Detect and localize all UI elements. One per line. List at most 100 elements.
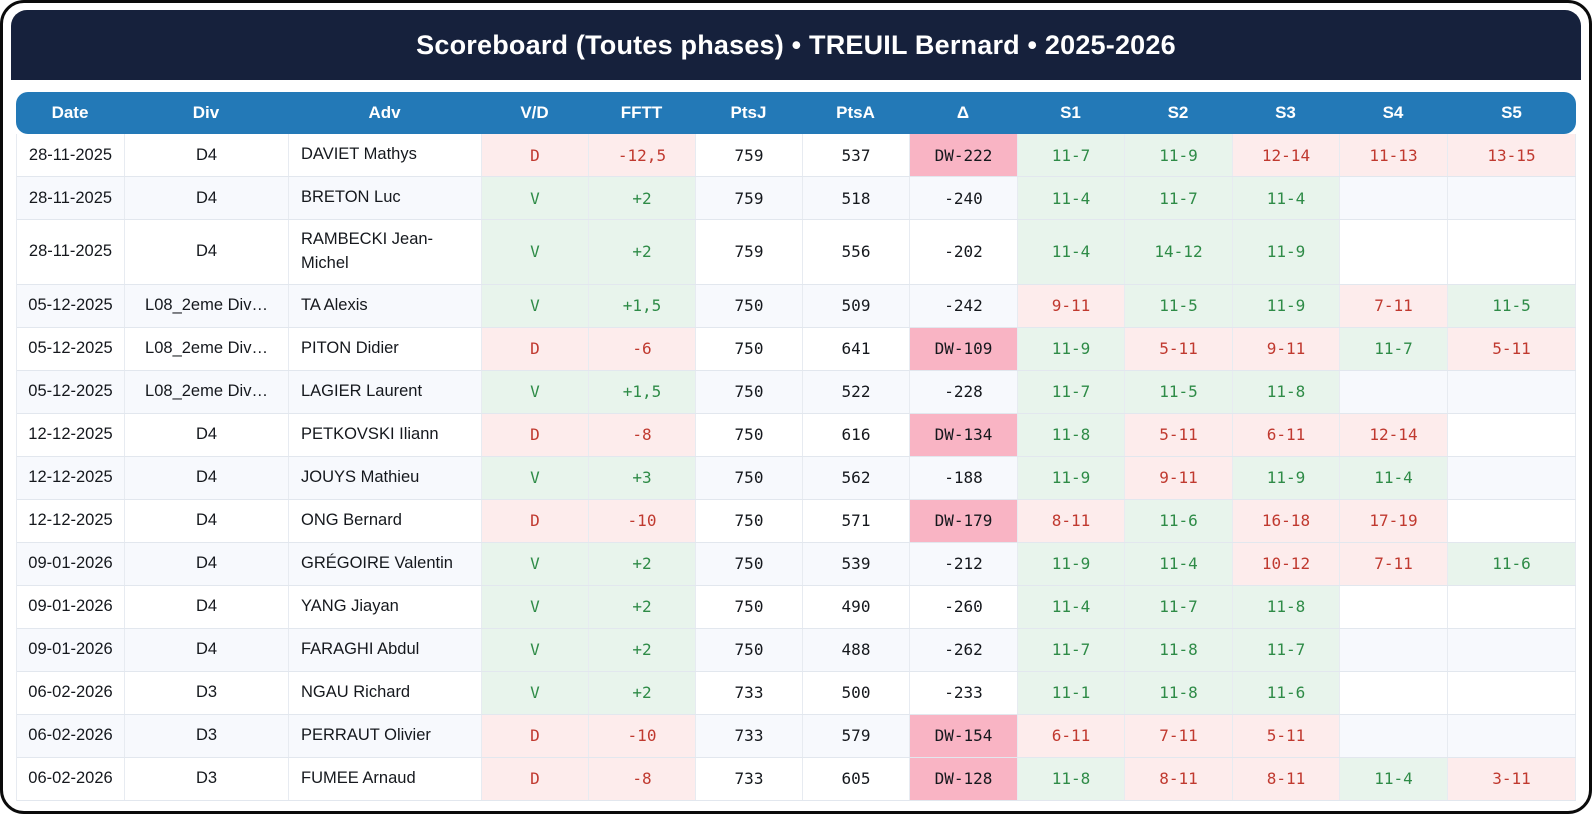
cell-delta: -188 <box>910 456 1018 499</box>
cell-ptsa: 500 <box>803 671 910 714</box>
cell-ptsj: 750 <box>696 628 803 671</box>
cell-adv: TA Alexis <box>289 284 482 327</box>
table-row: 05-12-2025 L08_2eme Div… TA Alexis V +1,5 750… <box>17 284 1576 328</box>
cell-date: 09-01-2026 <box>17 628 125 671</box>
cell-date: 12-12-2025 <box>17 413 125 456</box>
cell-adv: PERRAUT Olivier <box>289 714 482 757</box>
cell-adv: NGAU Richard <box>289 671 482 714</box>
cell-ptsj: 733 <box>696 714 803 757</box>
cell-adv: PITON Didier <box>289 327 482 370</box>
cell-set-4: 7-11 <box>1340 542 1448 585</box>
cell-set-5 <box>1448 177 1576 219</box>
cell-vd: D <box>482 413 589 456</box>
cell-set-3: 5-11 <box>1233 714 1340 757</box>
cell-div: D3 <box>125 757 289 800</box>
cell-set-2: 11-9 <box>1125 134 1233 176</box>
table-row: 05-12-2025 L08_2eme Div… PITON Didier D -6 75… <box>17 327 1576 371</box>
cell-set-2: 11-5 <box>1125 370 1233 413</box>
cell-ptsj: 759 <box>696 134 803 176</box>
cell-set-4: 12-14 <box>1340 413 1448 456</box>
cell-div: D3 <box>125 671 289 714</box>
cell-div: L08_2eme Div… <box>125 370 289 413</box>
cell-vd: D <box>482 134 589 176</box>
cell-set-1: 11-7 <box>1018 134 1125 176</box>
cell-delta: DW-179 <box>910 499 1018 542</box>
cell-set-4 <box>1340 177 1448 219</box>
cell-delta: DW-134 <box>910 413 1018 456</box>
cell-ptsa: 490 <box>803 585 910 628</box>
cell-set-3: 11-9 <box>1233 456 1340 499</box>
cell-ptsj: 750 <box>696 542 803 585</box>
cell-set-5 <box>1448 671 1576 714</box>
cell-date: 06-02-2026 <box>17 757 125 800</box>
cell-delta: -202 <box>910 220 1018 284</box>
cell-div: D4 <box>125 585 289 628</box>
cell-set-2: 5-11 <box>1125 413 1233 456</box>
cell-date: 28-11-2025 <box>17 220 125 284</box>
cell-set-2: 11-6 <box>1125 499 1233 542</box>
title-bar: Scoreboard (Toutes phases) • TREUIL Bern… <box>11 10 1581 80</box>
cell-set-2: 8-11 <box>1125 757 1233 800</box>
cell-set-3: 11-8 <box>1233 370 1340 413</box>
cell-set-5 <box>1448 585 1576 628</box>
cell-ptsj: 750 <box>696 284 803 327</box>
cell-vd: V <box>482 585 589 628</box>
cell-set-4 <box>1340 714 1448 757</box>
cell-set-5: 11-6 <box>1448 542 1576 585</box>
cell-set-3: 8-11 <box>1233 757 1340 800</box>
cell-fftt: -10 <box>589 499 696 542</box>
cell-delta: -233 <box>910 671 1018 714</box>
cell-set-4 <box>1340 628 1448 671</box>
column-header-s2: S2 <box>1167 103 1189 122</box>
table-row: 28-11-2025 D4 BRETON Luc V +2 759 518 -240 11-4 1… <box>17 177 1576 220</box>
cell-set-5 <box>1448 456 1576 499</box>
cell-set-1: 11-7 <box>1018 370 1125 413</box>
cell-set-2: 5-11 <box>1125 327 1233 370</box>
cell-div: D4 <box>125 177 289 219</box>
cell-ptsj: 733 <box>696 757 803 800</box>
cell-set-4 <box>1340 585 1448 628</box>
cell-div: D4 <box>125 628 289 671</box>
cell-set-4: 11-4 <box>1340 757 1448 800</box>
table-body: 28-11-2025 D4 DAVIET Mathys D -12,5 759 537 DW-… <box>16 134 1576 801</box>
cell-set-1: 11-7 <box>1018 628 1125 671</box>
cell-ptsj: 750 <box>696 585 803 628</box>
column-header-s5: S5 <box>1501 103 1522 122</box>
cell-fftt: -6 <box>589 327 696 370</box>
cell-ptsa: 539 <box>803 542 910 585</box>
cell-delta: DW-128 <box>910 757 1018 800</box>
cell-set-1: 11-9 <box>1018 456 1125 499</box>
cell-adv: GRÉGOIRE Valentin <box>289 542 482 585</box>
cell-delta: -262 <box>910 628 1018 671</box>
cell-delta: -212 <box>910 542 1018 585</box>
cell-set-3: 12-14 <box>1233 134 1340 176</box>
cell-div: D3 <box>125 714 289 757</box>
cell-delta: DW-109 <box>910 327 1018 370</box>
column-header-vd: V/D <box>520 103 549 122</box>
cell-ptsa: 562 <box>803 456 910 499</box>
cell-delta: DW-154 <box>910 714 1018 757</box>
cell-set-1: 11-9 <box>1018 542 1125 585</box>
cell-fftt: -8 <box>589 757 696 800</box>
column-header-delta: Δ <box>956 103 970 122</box>
cell-adv: RAMBECKI Jean-Michel <box>289 220 482 284</box>
cell-date: 05-12-2025 <box>17 284 125 327</box>
cell-ptsa: 579 <box>803 714 910 757</box>
cell-set-5: 5-11 <box>1448 327 1576 370</box>
page-title: Scoreboard (Toutes phases) • TREUIL Bern… <box>416 29 1176 60</box>
cell-date: 06-02-2026 <box>17 671 125 714</box>
cell-vd: D <box>482 327 589 370</box>
cell-set-2: 11-5 <box>1125 284 1233 327</box>
cell-set-3: 11-6 <box>1233 671 1340 714</box>
cell-set-3: 11-8 <box>1233 585 1340 628</box>
cell-set-3: 16-18 <box>1233 499 1340 542</box>
table-row: 12-12-2025 D4 ONG Bernard D -10 750 571 DW-179 8… <box>17 499 1576 543</box>
cell-ptsj: 750 <box>696 499 803 542</box>
cell-set-2: 11-7 <box>1125 177 1233 219</box>
cell-set-1: 11-9 <box>1018 327 1125 370</box>
cell-ptsa: 556 <box>803 220 910 284</box>
cell-set-3: 11-7 <box>1233 628 1340 671</box>
cell-date: 12-12-2025 <box>17 456 125 499</box>
cell-set-3: 9-11 <box>1233 327 1340 370</box>
